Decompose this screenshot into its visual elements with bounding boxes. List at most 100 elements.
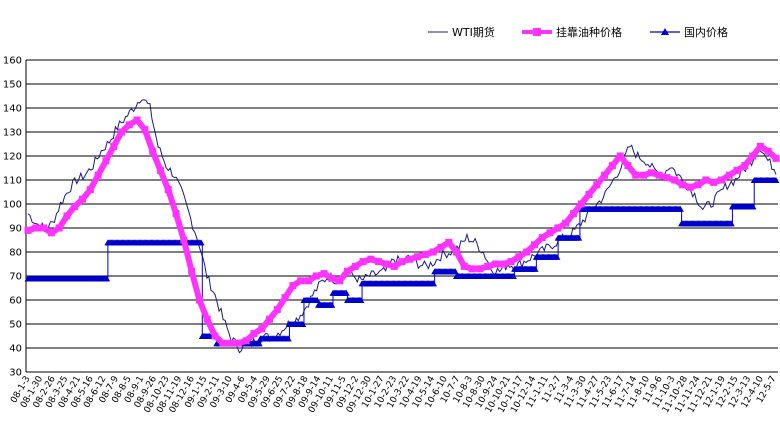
benchmark-price-marker — [375, 258, 383, 266]
benchmark-price-marker — [94, 171, 102, 179]
benchmark-price-marker — [492, 260, 499, 268]
benchmark-price-marker — [273, 306, 281, 314]
benchmark-price-marker — [453, 248, 461, 256]
domestic-price-marker — [531, 265, 539, 272]
benchmark-price-marker — [406, 255, 414, 263]
benchmark-price-marker — [445, 238, 453, 246]
benchmark-price-marker — [250, 330, 258, 338]
benchmark-price-marker — [562, 219, 570, 227]
benchmark-price-marker — [484, 262, 492, 270]
series-0 — [27, 99, 777, 354]
benchmark-price-marker — [328, 274, 336, 282]
benchmark-price-marker — [530, 241, 538, 249]
benchmark-price-marker — [725, 171, 733, 179]
y-tick-label: 100 — [3, 200, 22, 211]
benchmark-price-marker — [702, 176, 710, 184]
benchmark-price-marker — [227, 339, 235, 347]
domestic-price-marker — [749, 203, 757, 210]
benchmark-price-marker — [133, 116, 141, 124]
benchmark-price-marker — [242, 337, 250, 345]
series-2 — [24, 177, 780, 347]
benchmark-price-marker — [679, 181, 686, 189]
benchmark-price-marker — [756, 142, 764, 150]
benchmark-price-marker — [180, 236, 188, 244]
benchmark-price-marker — [468, 265, 476, 273]
benchmark-price-marker — [118, 128, 125, 136]
benchmark-price-marker — [523, 248, 531, 256]
y-tick-label: 80 — [9, 248, 22, 259]
benchmark-price-marker — [320, 270, 328, 278]
benchmark-price-marker — [79, 195, 87, 203]
domestic-price-marker — [676, 205, 684, 212]
domestic-price-marker — [727, 220, 735, 227]
y-tick-label: 90 — [9, 224, 22, 235]
y-tick-label: 40 — [9, 344, 22, 355]
series-1 — [24, 116, 780, 347]
domestic-price-marker — [313, 297, 321, 303]
benchmark-price-marker — [382, 260, 390, 268]
benchmark-price-marker — [616, 152, 624, 160]
benchmark-price-marker — [343, 267, 351, 275]
x-axis: 08-1-308-1-3008-2-2608-3-2508-4-2108-5-1… — [9, 371, 779, 415]
domestic-price-marker — [509, 273, 517, 279]
y-tick-label: 60 — [9, 296, 22, 307]
benchmark-price-marker — [55, 224, 63, 232]
domestic-price-marker — [357, 297, 365, 303]
legend-label-wti: WTI期货 — [452, 25, 495, 39]
benchmark-price-marker — [390, 262, 398, 270]
domestic-price-marker — [429, 280, 437, 287]
legend-swatch-domestic-marker — [661, 28, 669, 35]
domestic-price-marker — [299, 321, 307, 327]
benchmark-price-marker — [312, 272, 320, 280]
benchmark-price-marker — [717, 176, 725, 184]
benchmark-price-marker — [63, 212, 71, 220]
benchmark-price-marker — [515, 253, 523, 261]
series-group — [24, 99, 780, 354]
y-tick-label: 110 — [3, 176, 22, 187]
y-tick-label: 150 — [3, 80, 22, 91]
benchmark-price-marker — [585, 190, 593, 198]
legend-item-wti: WTI期货 — [428, 25, 495, 39]
benchmark-price-marker — [297, 277, 305, 285]
benchmark-price-marker — [437, 243, 445, 251]
benchmark-price-marker — [203, 315, 211, 323]
benchmark-price-marker — [195, 296, 203, 304]
benchmark-price-marker — [593, 181, 601, 189]
series-line-benchmark — [25, 117, 779, 347]
domestic-price-marker — [342, 289, 350, 296]
benchmark-price-marker — [772, 154, 780, 162]
benchmark-price-marker — [149, 147, 157, 155]
benchmark-price-marker — [47, 229, 55, 237]
benchmark-price-marker — [40, 224, 48, 232]
domestic-price-marker — [575, 234, 583, 241]
y-tick-label: 120 — [3, 152, 22, 163]
benchmark-price-marker — [32, 224, 40, 232]
benchmark-price-marker — [110, 142, 118, 150]
domestic-price-marker — [284, 335, 292, 342]
legend-item-benchmark: 挂靠油种价格 — [522, 25, 622, 39]
benchmark-price-marker — [398, 258, 406, 266]
benchmark-price-marker — [569, 210, 577, 218]
benchmark-price-marker — [367, 255, 375, 263]
benchmark-price-marker — [460, 262, 468, 270]
domestic-price-marker — [255, 340, 263, 347]
benchmark-price-marker — [749, 152, 757, 160]
benchmark-price-marker — [71, 202, 79, 210]
benchmark-price-marker — [188, 267, 196, 275]
benchmark-price-marker — [554, 224, 562, 232]
y-axis: 30 40 50 60 70 80 90 100 110 120 130 140 150 160 — [3, 56, 27, 379]
domestic-price-marker — [328, 301, 336, 308]
domestic-price-marker — [451, 268, 459, 275]
benchmark-price-marker — [421, 250, 429, 258]
benchmark-price-marker — [624, 162, 632, 170]
y-tick-label: 130 — [3, 128, 22, 139]
benchmark-price-marker — [156, 166, 164, 174]
benchmark-price-marker — [710, 178, 718, 186]
benchmark-price-marker — [164, 186, 172, 194]
gridlines — [26, 59, 778, 373]
y-tick-label: 70 — [9, 272, 22, 283]
domestic-price-marker — [772, 177, 780, 183]
domestic-price-marker — [197, 239, 205, 246]
benchmark-price-marker — [172, 210, 180, 218]
